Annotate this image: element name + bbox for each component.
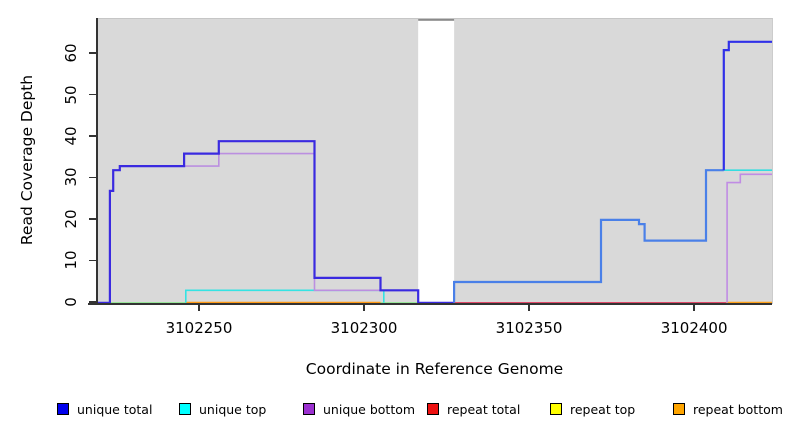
legend-item-repeat-total: repeat total [427,399,520,419]
legend-swatch-repeat-top [550,403,562,415]
x-axis-tick-label: 3102300 [330,319,398,337]
legend-item-repeat-bottom: repeat bottom [673,399,783,419]
x-axis-tick [693,304,695,311]
legend-item-unique-top: unique top [179,399,266,419]
y-axis-tick [89,135,96,137]
legend-swatch-repeat-bottom [673,403,685,415]
plot-canvas [97,19,772,304]
series-unique-total-right [722,40,772,171]
legend-swatch-repeat-total [427,403,439,415]
series-unique-total-left [97,140,455,304]
legend-item-unique-total: unique total [57,399,152,419]
series-unique-top-left [185,289,385,303]
legend-item-unique-bottom: unique bottom [303,399,415,419]
legend-label: unique top [199,401,267,417]
y-axis-line [96,18,98,303]
series-unique-bottom-right [726,173,772,303]
x-axis-line [88,303,772,305]
y-axis-tick [89,301,96,303]
gap-region [418,19,455,304]
legend-item-repeat-top: repeat top [550,399,635,419]
x-axis-tick-label: 3102250 [165,319,233,337]
x-axis-tick [528,304,530,311]
legend-label: repeat total [447,401,521,417]
plot-area [97,18,773,304]
x-axis-label: Coordinate in Reference Genome [305,360,564,378]
y-axis-tick [89,259,96,262]
legend-label: unique total [77,401,153,417]
x-axis-tick-label: 3102350 [495,319,563,337]
x-axis-tick [198,304,200,311]
y-axis-tick [89,218,96,220]
x-axis-tick [363,304,365,311]
y-axis-tick [89,176,96,179]
legend-swatch-unique-top [179,403,191,415]
legend-label: repeat top [570,401,636,417]
series-unique-bottom-left [119,152,420,303]
series-unique-total-mid [453,169,724,303]
legend-label: unique bottom [323,401,416,417]
y-axis-tick [89,52,96,54]
gap-region-top-border [418,19,455,21]
legend: unique total unique top unique bottom repea… [0,399,792,423]
legend-swatch-unique-bottom [303,403,315,415]
legend-label: repeat bottom [693,401,783,417]
legend-swatch-unique-total [57,403,69,415]
y-axis-tick [89,93,96,96]
x-axis-tick-label: 3102400 [660,319,728,337]
